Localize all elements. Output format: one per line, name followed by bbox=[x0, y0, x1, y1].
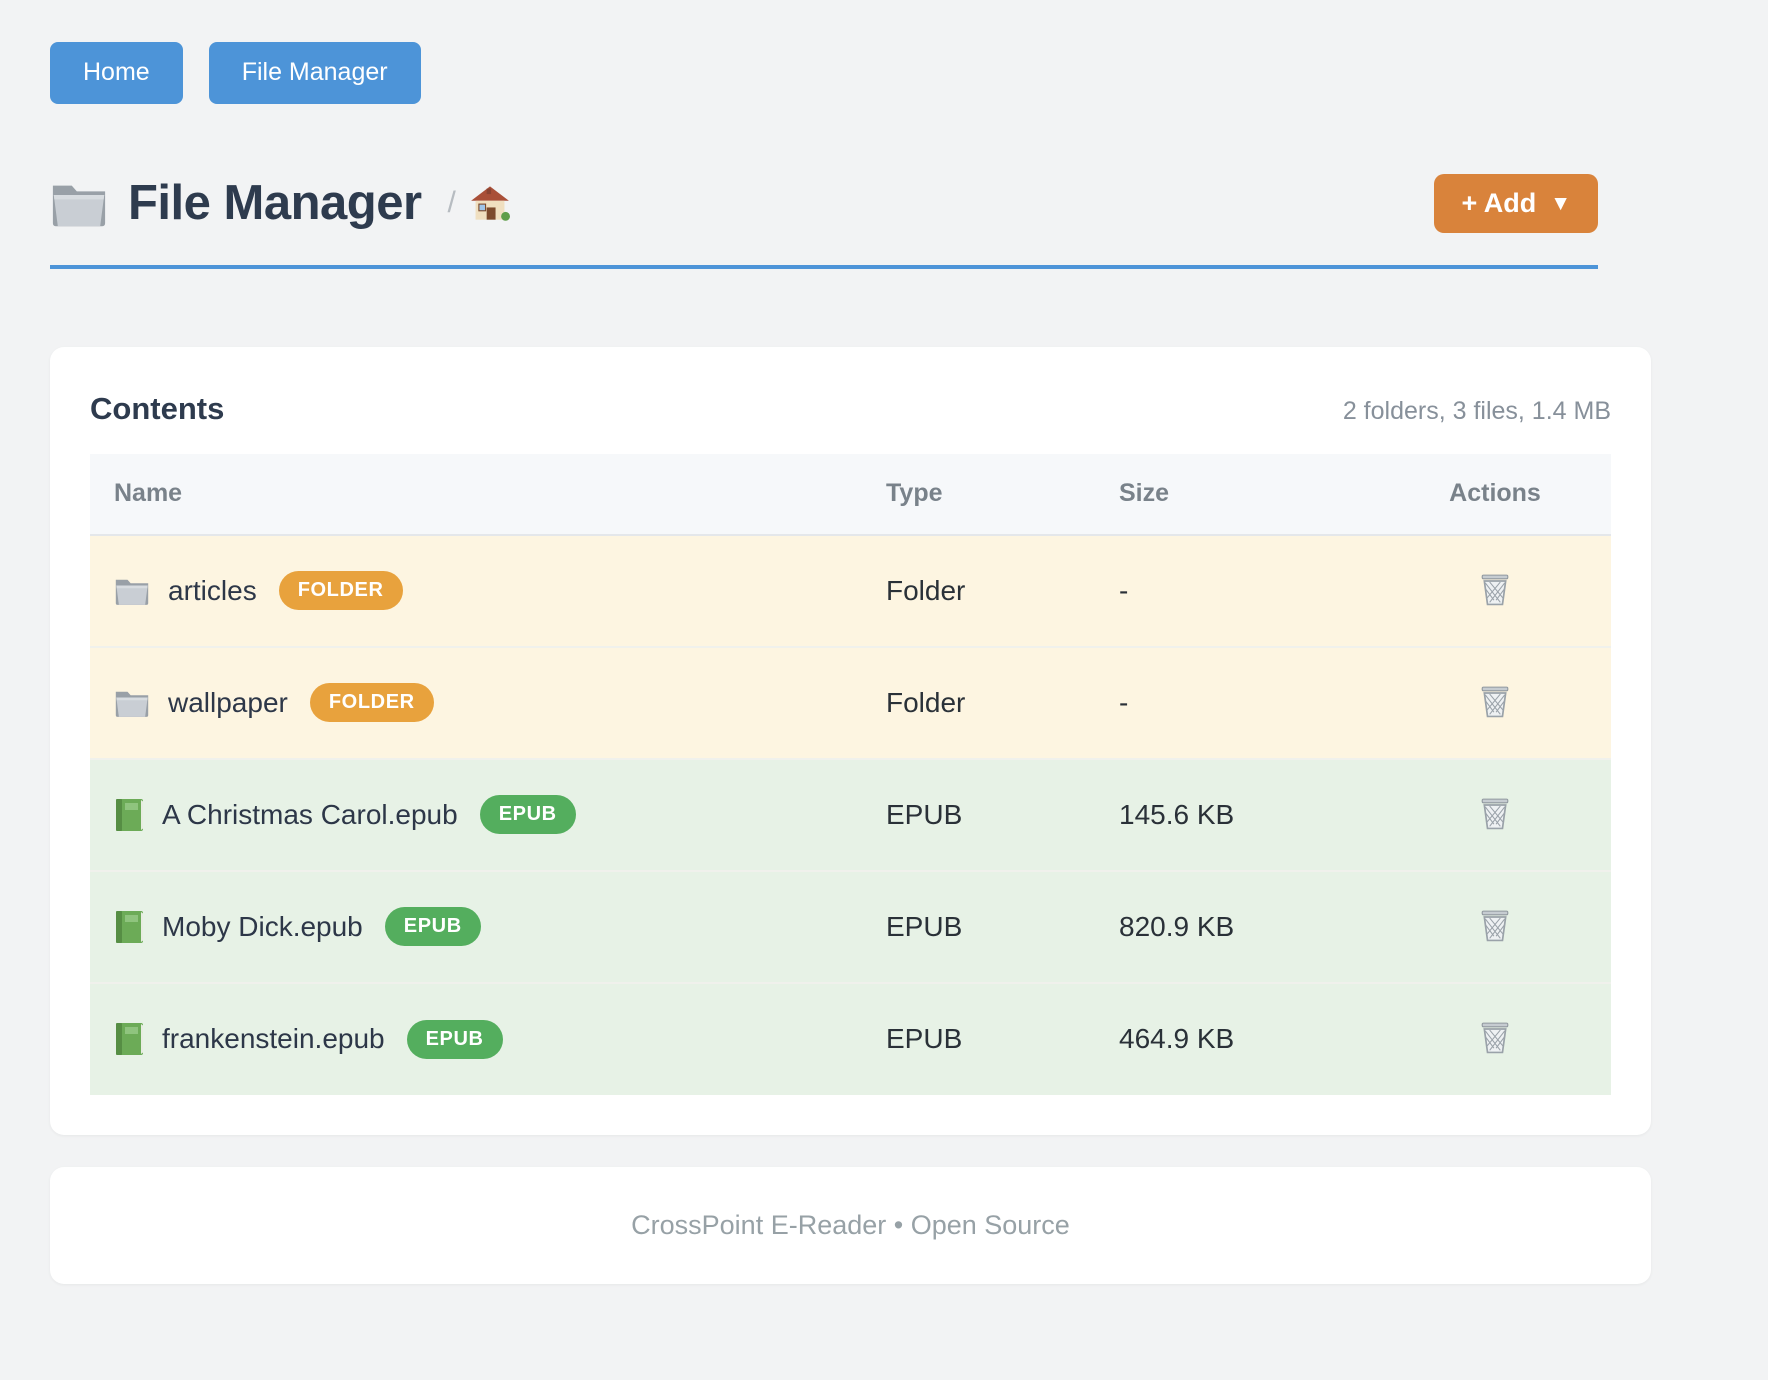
delete-button[interactable] bbox=[1475, 904, 1515, 947]
table-row[interactable]: A Christmas Carol.epub EPUB EPUB 145.6 K… bbox=[90, 758, 1611, 871]
table-header-row: Name Type Size Actions bbox=[90, 453, 1611, 535]
top-nav: Home File Manager bbox=[50, 42, 1768, 104]
size-cell: 820.9 KB bbox=[1119, 910, 1235, 942]
trash-icon bbox=[1479, 684, 1511, 719]
table-row[interactable]: articles FOLDER Folder - bbox=[90, 534, 1611, 647]
file-name: articles bbox=[168, 574, 257, 606]
delete-button[interactable] bbox=[1475, 680, 1515, 723]
contents-card: Contents 2 folders, 3 files, 1.4 MB Name… bbox=[50, 346, 1651, 1135]
file-name: wallpaper bbox=[168, 686, 288, 718]
table-row[interactable]: Moby Dick.epub EPUB EPUB 820.9 KB bbox=[90, 870, 1611, 983]
type-cell: Folder bbox=[886, 686, 966, 718]
add-button[interactable]: + Add ▼ bbox=[1434, 173, 1598, 233]
title-group: File Manager / bbox=[50, 175, 1434, 231]
file-name: frankenstein.epub bbox=[162, 1023, 385, 1054]
column-header-name: Name bbox=[114, 479, 183, 507]
contents-title: Contents bbox=[90, 390, 225, 426]
footer: CrossPoint E-Reader • Open Source bbox=[50, 1166, 1651, 1284]
type-cell: EPUB bbox=[886, 910, 963, 942]
folder-icon bbox=[114, 687, 150, 718]
book-icon bbox=[114, 910, 144, 944]
size-cell: - bbox=[1119, 686, 1129, 718]
breadcrumb: / bbox=[448, 185, 510, 221]
house-icon[interactable] bbox=[470, 185, 510, 221]
type-cell: EPUB bbox=[886, 1023, 963, 1054]
add-button-label: + Add bbox=[1461, 187, 1537, 218]
size-cell: 464.9 KB bbox=[1119, 1023, 1235, 1054]
size-cell: 145.6 KB bbox=[1119, 798, 1235, 830]
folder-icon bbox=[114, 575, 150, 606]
nav-file-manager-button[interactable]: File Manager bbox=[208, 42, 421, 104]
column-header-type: Type bbox=[886, 479, 943, 507]
type-cell: Folder bbox=[886, 574, 966, 606]
file-name: A Christmas Carol.epub bbox=[162, 798, 458, 830]
book-icon bbox=[114, 798, 144, 832]
delete-button[interactable] bbox=[1475, 568, 1515, 611]
type-badge: FOLDER bbox=[309, 683, 434, 722]
file-name: Moby Dick.epub bbox=[162, 910, 363, 942]
delete-button[interactable] bbox=[1475, 792, 1515, 835]
column-header-size: Size bbox=[1119, 479, 1170, 507]
type-badge: FOLDER bbox=[278, 571, 403, 610]
footer-text: CrossPoint E-Reader • Open Source bbox=[631, 1209, 1070, 1240]
type-badge: EPUB bbox=[406, 1019, 503, 1059]
trash-icon bbox=[1479, 1020, 1511, 1055]
page-header: File Manager / + Add ▼ bbox=[50, 173, 1598, 233]
trash-icon bbox=[1479, 908, 1511, 943]
type-badge: EPUB bbox=[479, 795, 576, 834]
folder-icon bbox=[50, 178, 108, 228]
contents-card-header: Contents 2 folders, 3 files, 1.4 MB bbox=[90, 391, 1611, 427]
page-title: File Manager bbox=[128, 176, 422, 230]
chevron-down-icon: ▼ bbox=[1550, 191, 1571, 215]
delete-button[interactable] bbox=[1475, 1016, 1515, 1059]
breadcrumb-separator: / bbox=[447, 186, 456, 219]
file-table: Name Type Size Actions bbox=[90, 453, 1611, 1095]
trash-icon bbox=[1479, 572, 1511, 607]
size-cell: - bbox=[1119, 574, 1129, 606]
nav-home-button[interactable]: Home bbox=[50, 42, 183, 104]
type-badge: EPUB bbox=[384, 907, 481, 946]
table-row[interactable]: frankenstein.epub EPUB EPUB 464.9 KB bbox=[90, 982, 1611, 1095]
column-header-actions: Actions bbox=[1449, 479, 1541, 507]
trash-icon bbox=[1479, 796, 1511, 831]
book-icon bbox=[114, 1022, 144, 1056]
contents-summary: 2 folders, 3 files, 1.4 MB bbox=[1342, 396, 1611, 425]
table-row[interactable]: wallpaper FOLDER Folder - bbox=[90, 646, 1611, 759]
file-table-body: articles FOLDER Folder - bbox=[90, 534, 1611, 1095]
type-cell: EPUB bbox=[886, 798, 963, 830]
page: Home File Manager File Manager / bbox=[50, 42, 1768, 1284]
header-divider bbox=[50, 264, 1598, 269]
